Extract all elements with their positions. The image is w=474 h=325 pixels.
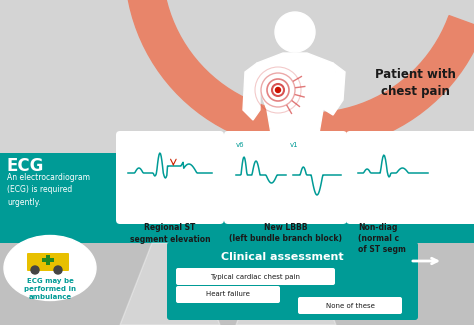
Text: Patient with
chest pain: Patient with chest pain (374, 68, 456, 98)
Circle shape (275, 87, 281, 93)
FancyBboxPatch shape (224, 131, 347, 224)
Polygon shape (310, 63, 345, 115)
Polygon shape (125, 0, 474, 150)
Polygon shape (243, 63, 260, 120)
Text: ECG may be
performed in
ambulance: ECG may be performed in ambulance (24, 278, 76, 300)
FancyBboxPatch shape (298, 297, 402, 314)
FancyBboxPatch shape (116, 131, 224, 224)
Circle shape (275, 12, 315, 52)
Polygon shape (120, 243, 220, 325)
Polygon shape (236, 243, 336, 325)
FancyBboxPatch shape (346, 131, 474, 224)
Text: ECG: ECG (7, 157, 45, 175)
FancyBboxPatch shape (27, 253, 69, 271)
Bar (0, 243, 474, 325)
FancyBboxPatch shape (176, 286, 280, 303)
Text: v6: v6 (236, 142, 245, 148)
FancyBboxPatch shape (167, 242, 418, 320)
Text: Typical cardiac chest pain: Typical cardiac chest pain (210, 274, 301, 280)
Text: New LBBB
(left bundle branch block): New LBBB (left bundle branch block) (229, 223, 342, 243)
Text: v1: v1 (290, 142, 299, 148)
Text: Regional ST
segment elevation: Regional ST segment elevation (130, 223, 210, 244)
Circle shape (31, 266, 39, 274)
Text: An electrocardiogram
(ECG) is required
urgently.: An electrocardiogram (ECG) is required u… (7, 173, 90, 207)
Text: None of these: None of these (326, 303, 374, 308)
Circle shape (54, 266, 62, 274)
Ellipse shape (4, 236, 96, 301)
Bar (0, 153, 474, 243)
Text: Clinical assessment: Clinical assessment (221, 252, 344, 262)
Bar (46, 255, 50, 265)
Text: Non-diag
(normal c
of ST segm: Non-diag (normal c of ST segm (358, 223, 406, 254)
Polygon shape (250, 53, 340, 190)
Bar (42, 258, 54, 262)
Text: Heart failure: Heart failure (206, 292, 250, 297)
FancyBboxPatch shape (176, 268, 335, 285)
